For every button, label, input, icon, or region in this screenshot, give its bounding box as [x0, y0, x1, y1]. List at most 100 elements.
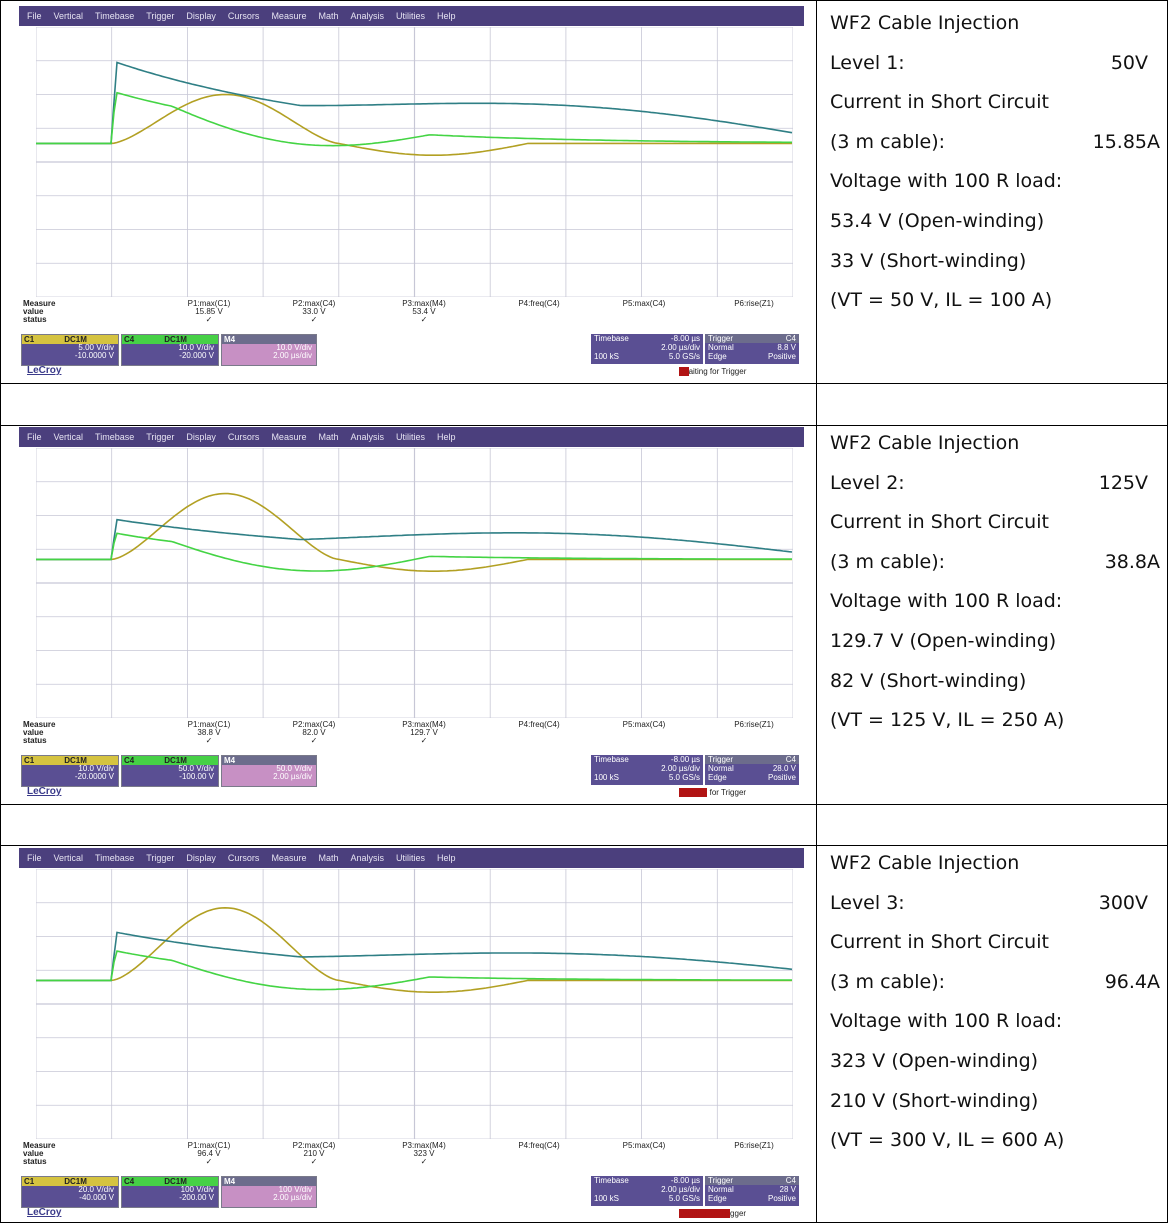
math-m4-panel[interactable]: M4 50.0 V/div 2.00 µs/div [221, 755, 317, 787]
measure-param[interactable]: P6:rise(Z1) [709, 300, 799, 308]
menu-item-help[interactable]: Help [437, 11, 456, 21]
menu-item-utilities[interactable]: Utilities [395, 11, 425, 21]
channel-c1-panel[interactable]: C1 DC1M 10.0 V/div -20.0000 V [21, 755, 119, 787]
menu-item-file[interactable]: File [27, 11, 42, 21]
channel-c1-panel[interactable]: C1 DC1M 20.0 V/div -40.000 V [21, 1176, 119, 1208]
desc-vt: (VT = 50 V, IL = 100 A) [830, 281, 1160, 321]
measure-param[interactable]: P5:max(C4) [599, 721, 689, 729]
measure-param[interactable]: P4:freq(C4) [494, 300, 584, 308]
trigger-panel[interactable]: Trigger C4 Normal 8.8 V Edge Positive [705, 334, 799, 364]
c1-trace [36, 518, 793, 561]
coupling-label: DC1M [164, 1177, 187, 1186]
coupling-label: DC1M [164, 335, 187, 344]
channel-c4-panel[interactable]: C4 DC1M 50.0 V/div -100.00 V [121, 755, 219, 787]
menu-item-help[interactable]: Help [437, 853, 456, 863]
measure-param[interactable]: P3:max(M4) 323 V ✓ [379, 1142, 469, 1166]
measure-param[interactable]: P4:freq(C4) [494, 1142, 584, 1150]
trigger-status: Waiting for Trigger [679, 367, 746, 376]
menu-item-cursors[interactable]: Cursors [227, 853, 260, 863]
measure-param[interactable]: P3:max(M4) 129.7 V ✓ [379, 721, 469, 745]
desc-cable: (3 m cable): 38.8A [830, 543, 1160, 583]
menu-item-analysis[interactable]: Analysis [350, 853, 384, 863]
menu-item-file[interactable]: File [27, 432, 42, 442]
menu-item-cursors[interactable]: Cursors [227, 432, 260, 442]
measure-param[interactable]: P2:max(C4) 33.0 V ✓ [269, 300, 359, 324]
channel-header: C4 DC1M [122, 335, 218, 344]
menu-item-trigger[interactable]: Trigger [146, 11, 175, 21]
math-m4-panel[interactable]: M4 100 V/div 2.00 µs/div [221, 1176, 317, 1208]
measure-param[interactable]: P1:max(C1) 15.85 V ✓ [164, 300, 254, 324]
menu-item-display[interactable]: Display [186, 11, 216, 21]
trigger-panel[interactable]: Trigger C4 Normal 28 V Edge Positive [705, 1176, 799, 1206]
channel-c4-panel[interactable]: C4 DC1M 100 V/div -200.00 V [121, 1176, 219, 1208]
measure-param[interactable]: P4:freq(C4) [494, 721, 584, 729]
timebase-panel[interactable]: Timebase -8.00 µs 2.00 µs/div 100 kS 5.0 GS/… [591, 1176, 703, 1206]
menu-item-help[interactable]: Help [437, 432, 456, 442]
menu-item-trigger[interactable]: Trigger [146, 432, 175, 442]
short-winding-value: 82 V (Short-winding) [830, 669, 1027, 692]
menu-item-utilities[interactable]: Utilities [395, 432, 425, 442]
param-name: P4:freq(C4) [518, 720, 560, 729]
menu-item-display[interactable]: Display [186, 853, 216, 863]
math-m4-panel[interactable]: M4 10.0 V/div 2.00 µs/div [221, 334, 317, 366]
measure-param[interactable]: P6:rise(Z1) [709, 721, 799, 729]
menu-item-math[interactable]: Math [318, 432, 339, 442]
menu-item-display[interactable]: Display [186, 432, 216, 442]
level-label: Level 1: [830, 51, 905, 74]
vt-il-value: (VT = 300 V, IL = 600 A) [830, 1129, 1065, 1152]
cable-value: 15.85A [1092, 130, 1160, 153]
volts-per-div: 10.0 V/div [78, 764, 114, 773]
menu-item-math[interactable]: Math [318, 11, 339, 21]
current-label: Current in Short Circuit [830, 91, 1049, 114]
trigger-panel[interactable]: Trigger C4 Normal 28.0 V Edge Positive [705, 755, 799, 785]
m4-trace [36, 93, 792, 156]
desc-level: Level 2: 125V [830, 464, 1160, 504]
channel-offset: -20.000 V [179, 351, 214, 360]
table-border [0, 0, 1, 1223]
menu-item-file[interactable]: File [27, 853, 42, 863]
timebase-row: 2.00 µs/div [591, 1185, 703, 1194]
scope-menubar: File Vertical Timebase Trigger Display Cursor… [19, 427, 804, 447]
measure-param[interactable]: P5:max(C4) [599, 1142, 689, 1150]
trigger-row: Normal 28.0 V [705, 764, 799, 773]
oscilloscope-screenshot: File Vertical Timebase Trigger Display Cursor… [19, 848, 804, 1219]
menu-item-analysis[interactable]: Analysis [350, 432, 384, 442]
menu-item-math[interactable]: Math [318, 853, 339, 863]
measure-param[interactable]: P3:max(M4) 53.4 V ✓ [379, 300, 469, 324]
menu-item-timebase[interactable]: Timebase [95, 11, 135, 21]
menu-item-analysis[interactable]: Analysis [350, 11, 384, 21]
channel-label: M4 [224, 756, 236, 765]
menu-item-timebase[interactable]: Timebase [95, 853, 135, 863]
trigger-row: Normal 28 V [705, 1185, 799, 1194]
lecroy-logo: LeCroy [27, 786, 62, 797]
timebase-panel[interactable]: Timebase -8.00 µs 2.00 µs/div 100 kS 5.0 GS/… [591, 755, 703, 785]
trigger-slope: Positive [767, 1194, 796, 1203]
menu-item-measure[interactable]: Measure [271, 11, 307, 21]
measure-param[interactable]: P2:max(C4) 210 V ✓ [269, 1142, 359, 1166]
menu-item-vertical[interactable]: Vertical [53, 11, 84, 21]
trigger-level: 28 V [779, 1185, 796, 1194]
menu-item-timebase[interactable]: Timebase [95, 432, 135, 442]
level-value: 300V [1098, 891, 1148, 914]
measure-param[interactable]: P1:max(C1) 38.8 V ✓ [164, 721, 254, 745]
menu-item-measure[interactable]: Measure [271, 432, 307, 442]
timebase-tdiv: 2.00 µs/div [661, 343, 700, 352]
measure-param[interactable]: P1:max(C1) 96.4 V ✓ [164, 1142, 254, 1166]
channel-c4-panel[interactable]: C4 DC1M 10.0 V/div -20.000 V [121, 334, 219, 366]
status-highlight: Waiting for Tri [679, 1209, 731, 1218]
menu-item-vertical[interactable]: Vertical [53, 432, 84, 442]
channel-c1-panel[interactable]: C1 DC1M 5.00 V/div -10.0000 V [21, 334, 119, 366]
measure-param[interactable]: P2:max(C4) 82.0 V ✓ [269, 721, 359, 745]
param-value: 323 V [413, 1149, 435, 1158]
title-text: WF2 Cable Injection [830, 432, 1020, 454]
menu-item-measure[interactable]: Measure [271, 853, 307, 863]
timebase-panel[interactable]: Timebase -8.00 µs 2.00 µs/div 100 kS 5.0 GS/… [591, 334, 703, 364]
measure-param[interactable]: P6:rise(Z1) [709, 1142, 799, 1150]
channel-offset: -200.00 V [179, 1193, 214, 1202]
menu-item-trigger[interactable]: Trigger [146, 853, 175, 863]
menu-item-cursors[interactable]: Cursors [227, 11, 260, 21]
menu-item-utilities[interactable]: Utilities [395, 853, 425, 863]
test-description: WF2 Cable Injection Level 3: 300V Current i… [830, 844, 1160, 1161]
menu-item-vertical[interactable]: Vertical [53, 853, 84, 863]
measure-param[interactable]: P5:max(C4) [599, 300, 689, 308]
